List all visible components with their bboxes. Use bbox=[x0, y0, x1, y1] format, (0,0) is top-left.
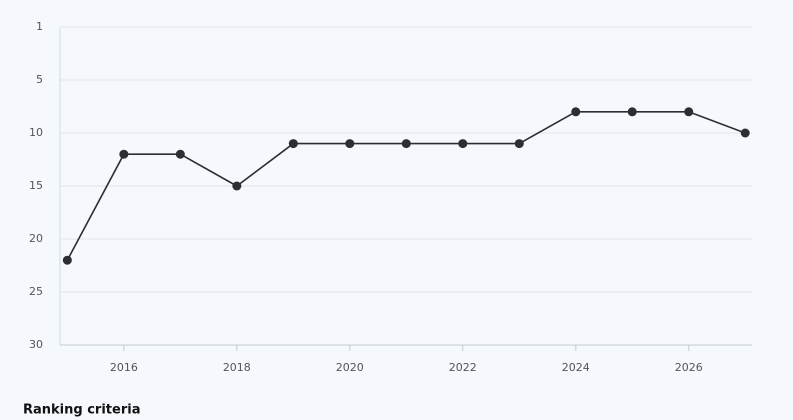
x-tick-label: 2026 bbox=[675, 361, 703, 374]
point bbox=[401, 139, 411, 149]
point bbox=[288, 139, 298, 149]
y-tick-label: 25 bbox=[29, 285, 43, 298]
point bbox=[175, 149, 185, 159]
y-tick-label: 10 bbox=[29, 126, 43, 139]
point bbox=[740, 128, 750, 138]
point bbox=[571, 107, 581, 117]
point bbox=[627, 107, 637, 117]
x-tick-label: 2020 bbox=[336, 361, 364, 374]
y-tick-label: 1 bbox=[36, 20, 43, 33]
x-tick-label: 2018 bbox=[223, 361, 251, 374]
x-tick-label: 2016 bbox=[110, 361, 138, 374]
footer: Ranking criteria bbox=[23, 403, 140, 418]
point bbox=[62, 255, 72, 265]
y-tick-label: 5 bbox=[36, 73, 43, 86]
y-tick-label: 15 bbox=[29, 179, 43, 192]
point bbox=[458, 139, 468, 149]
point bbox=[684, 107, 694, 117]
y-tick-label: 20 bbox=[29, 232, 43, 245]
y-tick-label: 30 bbox=[29, 338, 43, 351]
point bbox=[232, 181, 242, 191]
x-tick-label: 2024 bbox=[562, 361, 590, 374]
point bbox=[119, 149, 129, 159]
point bbox=[514, 139, 524, 149]
x-tick-label: 2022 bbox=[449, 361, 477, 374]
point bbox=[345, 139, 355, 149]
